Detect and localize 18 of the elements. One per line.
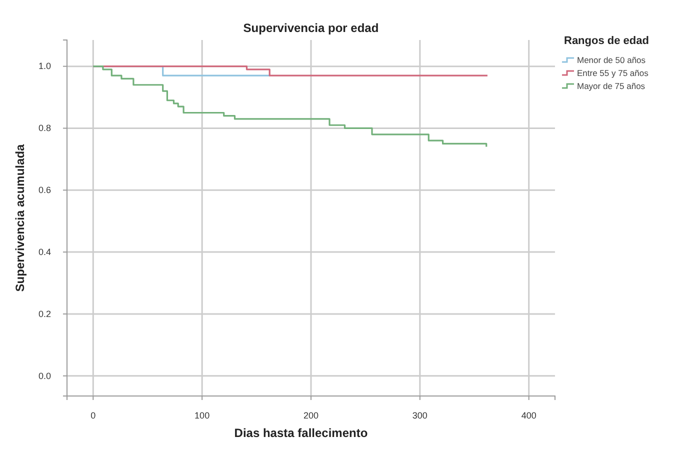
y-tick-label: 0.2	[38, 308, 51, 319]
legend-title: Rangos de edad	[564, 35, 649, 47]
legend-label: Entre 55 y 75 años	[577, 68, 648, 78]
legend-label: Mayor de 75 años	[577, 81, 646, 91]
x-tick-label: 100	[194, 410, 210, 420]
chart-title: Supervivencia por edad	[243, 21, 379, 35]
y-tick-label: 0.8	[38, 123, 51, 134]
y-tick-label: 0.6	[38, 185, 51, 196]
x-tick-label: 300	[412, 410, 428, 420]
y-tick-label: 0.0	[38, 370, 51, 381]
y-tick-label: 1.0	[38, 61, 51, 72]
y-tick-label: 0.4	[38, 246, 51, 257]
x-tick-label: 400	[521, 410, 536, 420]
x-tick-label: 200	[303, 410, 319, 420]
x-tick-label: 0	[90, 410, 96, 420]
y-axis-title: Supervivencia acumulada	[13, 144, 27, 292]
legend-label: Menor de 50 años	[577, 55, 646, 65]
x-axis-title: Dias hasta fallecimento	[234, 426, 368, 440]
